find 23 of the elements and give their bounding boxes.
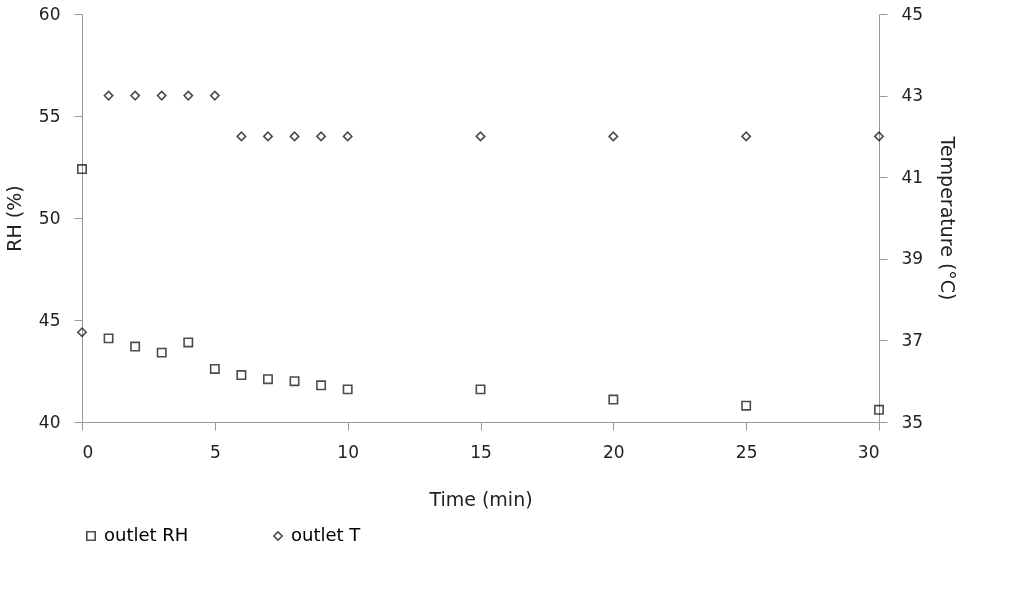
y2-tick-label: 35	[901, 411, 924, 432]
y2-tick-label: 41	[901, 166, 924, 187]
x-axis-title: Time (min)	[428, 487, 533, 510]
y2-tick-label: 37	[901, 329, 924, 350]
x-tick-label: 30	[857, 441, 880, 462]
x-tick-label: 0	[82, 441, 94, 462]
y-tick-label: 60	[38, 3, 61, 24]
y2-tick-label: 43	[901, 85, 924, 106]
x-tick-label: 15	[470, 441, 492, 462]
y-tick-label: 45	[38, 309, 61, 330]
y2-tick-label: 39	[901, 248, 924, 269]
x-tick-label: 20	[603, 441, 625, 462]
y-tick-label: 40	[38, 411, 61, 432]
x-tick-label: 10	[337, 441, 359, 462]
x-tick-label: 5	[209, 441, 221, 462]
y-tick-label: 50	[38, 207, 61, 228]
legend-label: outlet RH	[104, 524, 189, 545]
y2-axis-title: Temperature (°C)	[937, 135, 960, 301]
legend-label: outlet T	[291, 524, 362, 545]
x-tick-label: 25	[735, 441, 758, 462]
y-axis-title: RH (%)	[2, 185, 25, 252]
y-tick-label: 55	[38, 105, 61, 126]
y2-tick-label: 45	[901, 3, 924, 24]
